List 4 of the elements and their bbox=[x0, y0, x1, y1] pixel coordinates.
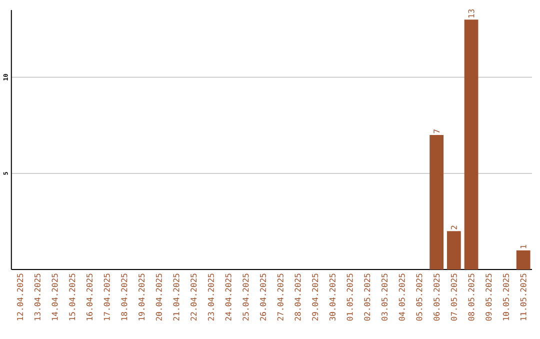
bar bbox=[430, 134, 444, 270]
bar bbox=[446, 230, 461, 270]
bar bbox=[516, 250, 530, 270]
bar bbox=[464, 19, 478, 270]
